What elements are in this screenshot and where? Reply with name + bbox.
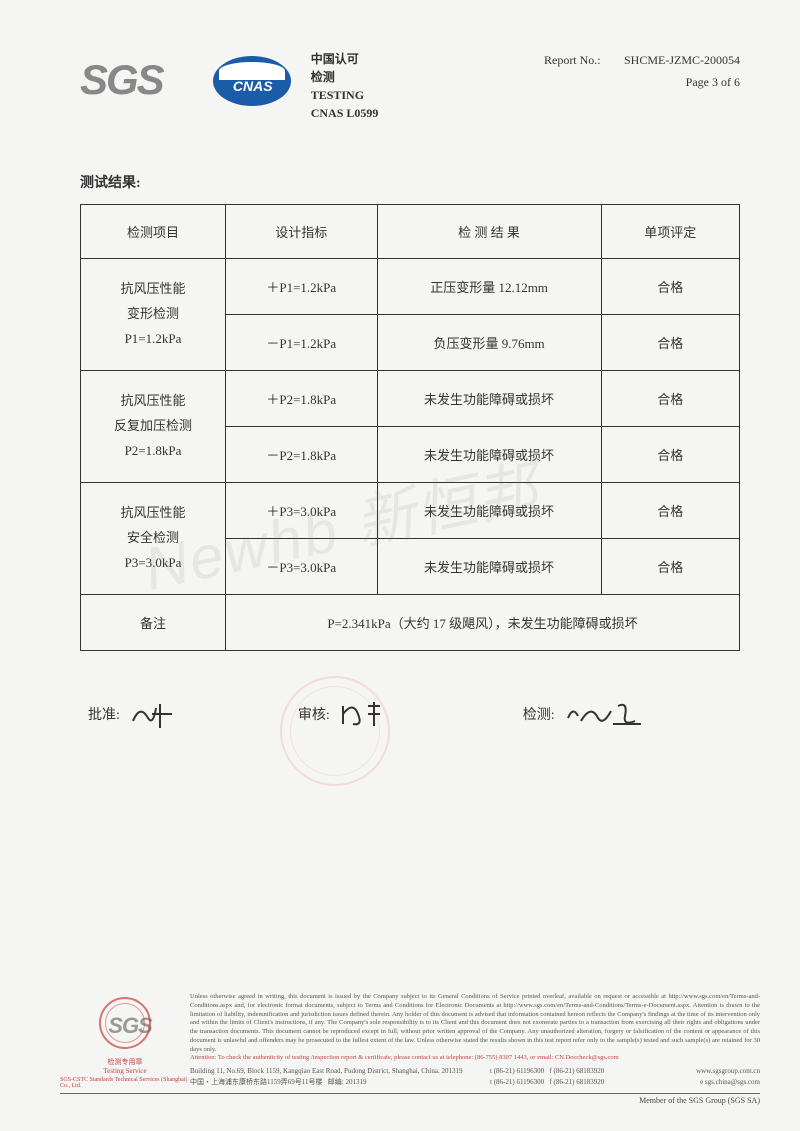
approve-signature-icon xyxy=(128,696,198,732)
item-cell: 抗风压性能 安全检测 P3=3.0kPa xyxy=(81,483,226,595)
page-current: 3 xyxy=(712,72,718,94)
footer-addr-cn: 中国・上海浦东康桥东路1159弄69号11号楼 xyxy=(190,1078,322,1086)
result-cell: 未发生功能障碍或损坏 xyxy=(377,539,601,595)
result-cell: 正压变形量 12.12mm xyxy=(377,259,601,315)
footer-tel1: t (86-21) 61196300 xyxy=(490,1067,544,1075)
eval-cell: 合格 xyxy=(601,315,739,371)
inspect-signature-icon xyxy=(563,696,653,732)
table-row: 抗风压性能 反复加压检测 P2=1.8kPa ＋P2=1.8kPa 未发生功能障… xyxy=(81,371,740,427)
result-cell: 未发生功能障碍或损坏 xyxy=(377,427,601,483)
footer-service-cn: 检测专用章 xyxy=(108,1058,143,1066)
cnas-block: CNAS 中国认可 检测 TESTING CNAS L0599 xyxy=(213,50,379,122)
eval-cell: 合格 xyxy=(601,539,739,595)
result-cell: 未发生功能障碍或损坏 xyxy=(377,371,601,427)
th-result: 检 测 结 果 xyxy=(377,205,601,259)
page-of: of xyxy=(721,72,731,94)
eval-cell: 合格 xyxy=(601,483,739,539)
footer-postcode: 201319 xyxy=(345,1078,366,1086)
spec-cell: －P2=1.8kPa xyxy=(225,427,377,483)
footer-company: SGS-CSTC Standards Technical Services (S… xyxy=(60,1077,190,1089)
approve-label: 批准: xyxy=(88,704,120,724)
remark-row: 备注 P=2.341kPa（大约 17 级飓风），未发生功能障碍或损坏 xyxy=(81,595,740,651)
spec-cell: －P3=3.0kPa xyxy=(225,539,377,595)
section-title: 测试结果: xyxy=(80,172,740,192)
th-item: 检测项目 xyxy=(81,205,226,259)
cnas-code: CNAS L0599 xyxy=(311,104,379,122)
report-info: Report No.: SHCME-JZMC-200054 Page 3 of … xyxy=(544,50,740,93)
cnas-logo-icon: CNAS xyxy=(213,56,293,116)
spec-cell: ＋P1=1.2kPa xyxy=(225,259,377,315)
footer-tel2: t (86-21) 61196300 xyxy=(490,1078,544,1086)
header: SGS CNAS 中国认可 检测 TESTING CNAS L0599 Repo… xyxy=(80,50,740,122)
page-label: Page xyxy=(686,72,709,94)
spec-cell: ＋P3=3.0kPa xyxy=(225,483,377,539)
table-header-row: 检测项目 设计指标 检 测 结 果 单项评定 xyxy=(81,205,740,259)
table-row: 抗风压性能 变形检测 P1=1.2kPa ＋P1=1.2kPa 正压变形量 12… xyxy=(81,259,740,315)
item-cell: 抗风压性能 变形检测 P1=1.2kPa xyxy=(81,259,226,371)
cnas-label-en: TESTING xyxy=(311,86,379,104)
page-total: 6 xyxy=(734,72,740,94)
footer-email: e sgs.china@sgs.com xyxy=(630,1077,760,1088)
results-table: 检测项目 设计指标 检 测 结 果 单项评定 抗风压性能 变形检测 P1=1.2… xyxy=(80,204,740,651)
cnas-labels: 中国认可 检测 TESTING CNAS L0599 xyxy=(311,50,379,122)
table-row: 抗风压性能 安全检测 P3=3.0kPa ＋P3=3.0kPa 未发生功能障碍或… xyxy=(81,483,740,539)
footer-stamp-icon xyxy=(99,997,151,1049)
eval-cell: 合格 xyxy=(601,427,739,483)
cnas-label-cn1: 中国认可 xyxy=(311,50,379,68)
stamp-icon xyxy=(280,676,390,786)
eval-cell: 合格 xyxy=(601,259,739,315)
footer-service-en: Testing Service xyxy=(103,1067,146,1075)
footer-web: www.sgsgroup.com.cn xyxy=(630,1066,760,1077)
result-cell: 负压变形量 9.76mm xyxy=(377,315,601,371)
footer: SGS 检测专用章 Testing Service SGS-CSTC Stand… xyxy=(60,992,760,1105)
signature-row: 批准: 审核: 检测: xyxy=(80,696,740,732)
footer-text: Unless otherwise agreed in writing, this… xyxy=(190,993,760,1089)
remark-text: P=2.341kPa（大约 17 级飓风），未发生功能障碍或损坏 xyxy=(225,595,739,651)
remark-label: 备注 xyxy=(81,595,226,651)
cnas-logo-text: CNAS xyxy=(213,78,293,94)
result-cell: 未发生功能障碍或损坏 xyxy=(377,483,601,539)
eval-cell: 合格 xyxy=(601,371,739,427)
footer-disclaimer: Unless otherwise agreed in writing, this… xyxy=(190,993,760,1053)
cnas-label-cn2: 检测 xyxy=(311,68,379,86)
footer-left: SGS 检测专用章 Testing Service SGS-CSTC Stand… xyxy=(60,993,190,1089)
report-no-value: SHCME-JZMC-200054 xyxy=(624,50,740,72)
footer-member: Member of the SGS Group (SGS SA) xyxy=(60,1093,760,1105)
spec-cell: －P1=1.2kPa xyxy=(225,315,377,371)
report-no-label: Report No.: xyxy=(544,50,624,72)
th-spec: 设计指标 xyxy=(225,205,377,259)
th-eval: 单项评定 xyxy=(601,205,739,259)
footer-attention: Attention: To check the authenticity of … xyxy=(190,1054,760,1063)
sgs-logo: SGS xyxy=(80,56,163,104)
footer-addr-en: Building 11, No.69, Block 1159, Kangqiao… xyxy=(190,1066,490,1077)
inspect-label: 检测: xyxy=(523,704,555,724)
item-cell: 抗风压性能 反复加压检测 P2=1.8kPa xyxy=(81,371,226,483)
footer-fax1: f (86-21) 68183920 xyxy=(549,1067,604,1075)
spec-cell: ＋P2=1.8kPa xyxy=(225,371,377,427)
footer-postcode-label: 邮编: xyxy=(328,1078,344,1086)
footer-fax2: f (86-21) 68183920 xyxy=(549,1078,604,1086)
